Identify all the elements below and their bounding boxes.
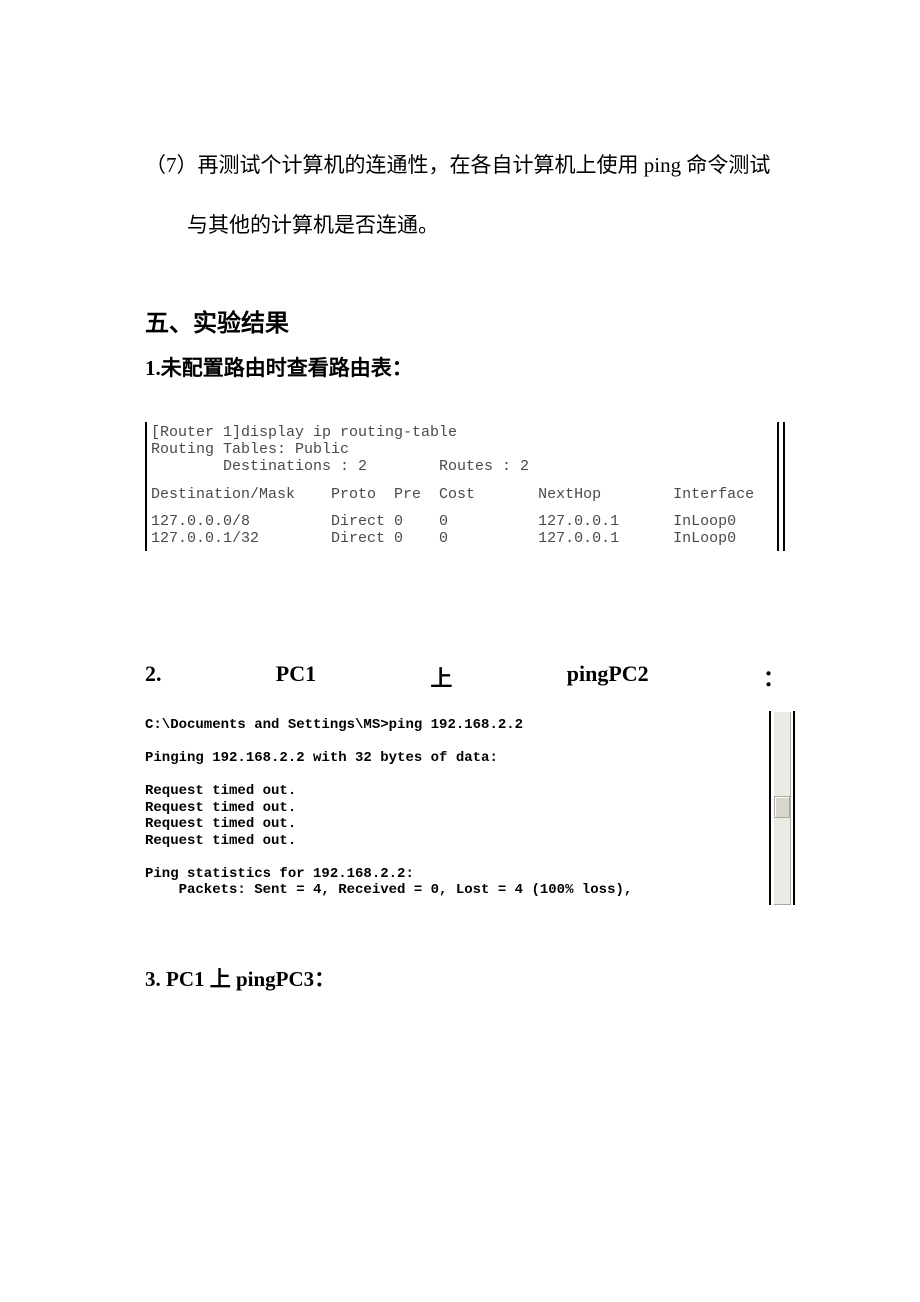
cmd-border-r xyxy=(793,711,795,905)
subsection-2-heading: 2. PC1 上 pingPC2 ： xyxy=(145,661,785,693)
sub2-num: 2. xyxy=(145,661,162,693)
sub2-colon: ： xyxy=(763,661,785,693)
subsection-3-heading: 3. PC1 上 pingPC3： xyxy=(145,963,800,993)
cmd-border-l xyxy=(769,711,771,905)
rt-line3: Destinations : 2 Routes : 2 xyxy=(151,458,529,475)
rt-blank2 xyxy=(151,503,777,513)
cmd-screenshot: C:\Documents and Settings\MS>ping 192.16… xyxy=(145,711,785,905)
sub2-pc1: PC1 xyxy=(276,661,316,693)
cmd-l2: Pinging 192.168.2.2 with 32 bytes of dat… xyxy=(145,750,498,766)
cmd-l6: Request timed out. xyxy=(145,833,296,849)
sub2-ping: pingPC2 xyxy=(567,661,649,693)
rt-row1: 127.0.0.0/8 Direct 0 0 127.0.0.1 InLoop0 xyxy=(151,513,736,530)
cmd-l5: Request timed out. xyxy=(145,816,296,832)
border-right-inner xyxy=(777,422,779,552)
routing-table-screenshot: [Router 1]display ip routing-table Routi… xyxy=(145,422,785,552)
rt-line1: [Router 1]display ip routing-table xyxy=(151,424,457,441)
rt-header: Destination/Mask Proto Pre Cost NextHop … xyxy=(151,486,754,503)
section-5-heading: 五、实验结果 xyxy=(145,303,800,338)
rt-row2: 127.0.0.1/32 Direct 0 0 127.0.0.1 InLoop… xyxy=(151,530,736,547)
cmd-right-bars xyxy=(769,711,795,905)
paragraph-7-line2: 与其他的计算机是否连通。 xyxy=(145,200,800,250)
cmd-l3: Request timed out. xyxy=(145,783,296,799)
cmd-l1: C:\Documents and Settings\MS>ping 192.16… xyxy=(145,717,523,733)
cmd-l8: Packets: Sent = 4, Received = 0, Lost = … xyxy=(145,882,632,898)
cmd-scrollbar-thumb[interactable] xyxy=(774,796,790,818)
document-page: （7）再测试个计算机的连通性，在各自计算机上使用 ping 命令测试 与其他的计… xyxy=(0,0,920,1302)
paragraph-7-line1: （7）再测试个计算机的连通性，在各自计算机上使用 ping 命令测试 xyxy=(145,140,800,190)
cmd-l4: Request timed out. xyxy=(145,800,296,816)
border-left xyxy=(145,422,147,552)
cmd-output: C:\Documents and Settings\MS>ping 192.16… xyxy=(145,711,785,905)
rt-blank1 xyxy=(151,476,777,486)
routing-table-text: [Router 1]display ip routing-table Routi… xyxy=(145,422,785,552)
rt-line2: Routing Tables: Public xyxy=(151,441,349,458)
subsection-1-heading: 1.未配置路由时查看路由表： xyxy=(145,352,800,382)
sub2-shang: 上 xyxy=(430,661,452,693)
cmd-l7: Ping statistics for 192.168.2.2: xyxy=(145,866,414,882)
border-right-outer xyxy=(783,422,785,552)
